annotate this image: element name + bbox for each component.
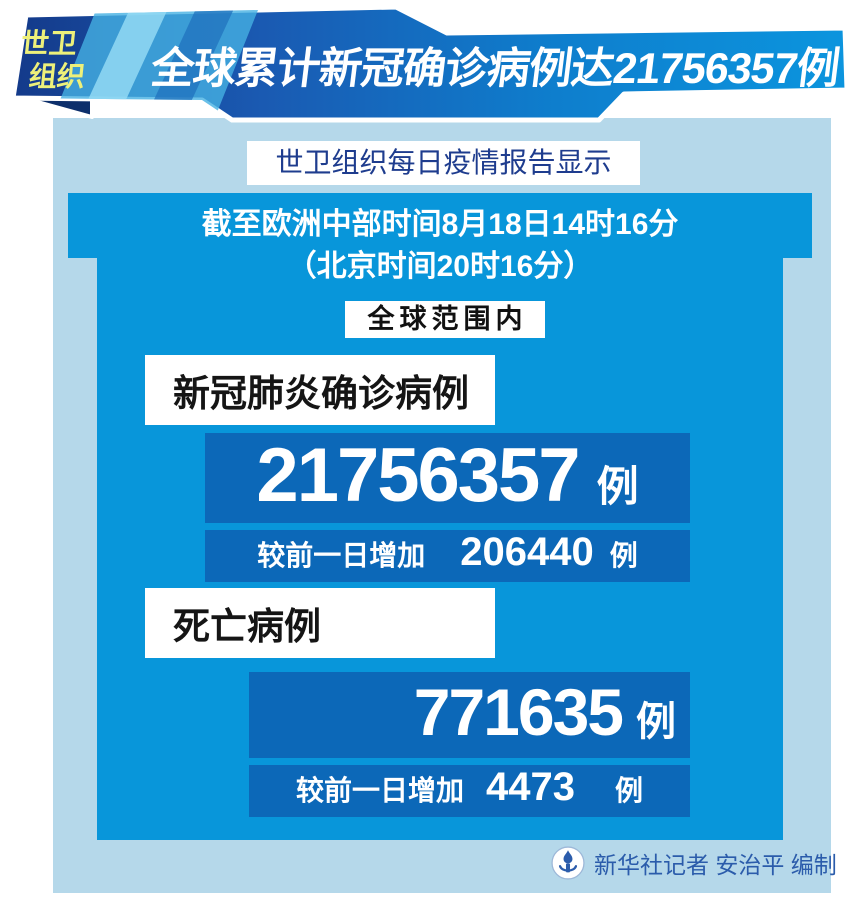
- death-cases-unit: 例: [636, 700, 676, 744]
- death-increase-unit: 例: [614, 775, 643, 806]
- timestamp-line1: 截至欧洲中部时间8月18日14时16分: [201, 208, 679, 241]
- timestamp-header-panel: [68, 193, 812, 258]
- banner-title: 全球累计新冠确诊病例达21756357例: [148, 45, 842, 93]
- death-increase-value: 4473: [486, 765, 575, 809]
- report-source-box: 世卫组织每日疫情报告显示: [247, 141, 640, 185]
- confirmed-increase-value: 206440: [460, 530, 594, 574]
- org-label-line2: 组织: [27, 61, 87, 92]
- timestamp-block: 截至欧洲中部时间8月18日14时16分 （北京时间20时16分）: [68, 207, 812, 285]
- banner-ribbon-stripes: [48, 7, 262, 120]
- banner-ribbon-graphic: [10, 4, 850, 123]
- confirmed-cases-value-box: 21756357 例: [205, 433, 690, 523]
- footer-credit-text: 新华社记者 安治平 编制: [594, 852, 837, 878]
- confirmed-increase-label: 较前一日增加: [257, 540, 426, 571]
- org-label-line1: 世卫: [19, 28, 79, 59]
- death-increase-box: 较前一日增加 4473 例: [249, 765, 690, 817]
- death-cases-label: 死亡病例: [145, 588, 495, 658]
- death-cases-value-box: 771635 例: [249, 672, 690, 758]
- confirmed-cases-label: 新冠肺炎确诊病例: [145, 355, 495, 425]
- death-increase-label: 较前一日增加: [295, 775, 464, 806]
- xinhua-logo-icon: [551, 846, 585, 880]
- death-cases-value: 771635: [413, 675, 624, 749]
- confirmed-cases-value: 21756357: [256, 433, 580, 518]
- confirmed-increase-box: 较前一日增加 206440 例: [205, 530, 690, 582]
- confirmed-cases-unit: 例: [596, 463, 639, 510]
- confirmed-increase-unit: 例: [609, 540, 638, 571]
- footer-credit: 新华社记者 安治平 编制: [551, 846, 837, 880]
- timestamp-line2: （北京时间20时16分）: [286, 250, 594, 283]
- scope-label-box: 全球范围内: [345, 301, 545, 338]
